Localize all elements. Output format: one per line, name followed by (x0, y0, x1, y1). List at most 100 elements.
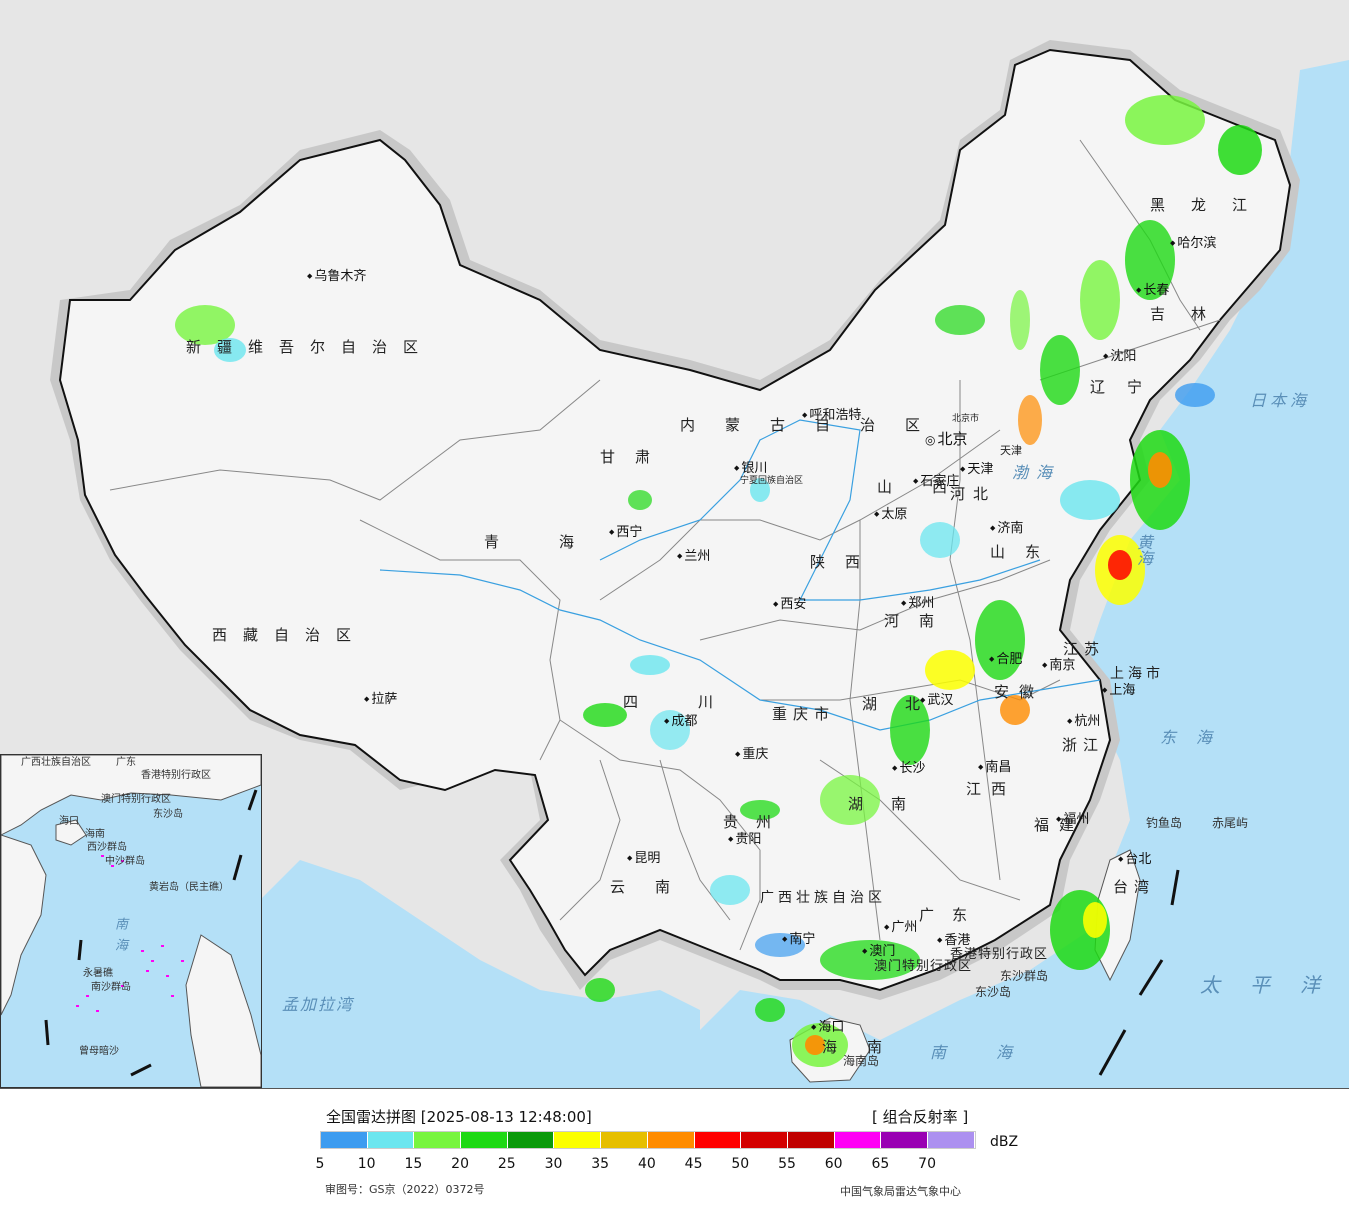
inset-label: 西沙群岛 (87, 842, 127, 853)
map-approval-number: 审图号：GS京（2022）0372号 (325, 1183, 485, 1196)
colorbar-tick-label: 10 (357, 1156, 376, 1172)
inset-label: 中沙群岛 (105, 856, 145, 867)
city-label: 南京 (1042, 659, 1075, 672)
legend-title: 全国雷达拼图 [2025-08-13 12:48:00] (326, 1108, 592, 1126)
province-label: 江西 (966, 780, 1017, 798)
city-label: 银川 (734, 462, 767, 475)
province-label: 天津 (1000, 444, 1022, 457)
province-label: 重庆市 (772, 705, 836, 723)
color-swatch (694, 1132, 742, 1148)
colorbar-tick-label: 15 (404, 1156, 423, 1172)
city-label: 长沙 (892, 762, 925, 775)
inset-label: 海南 (85, 829, 105, 840)
colorbar-tick-label: 50 (731, 1156, 750, 1172)
color-swatch (554, 1132, 602, 1148)
colorbar-tick-label: 20 (451, 1156, 470, 1172)
color-swatch (834, 1132, 882, 1148)
province-label: 山东 (990, 543, 1061, 561)
province-label: 四川 (623, 693, 774, 711)
city-label: 福州 (1056, 813, 1089, 826)
province-label: 湖南 (848, 795, 935, 813)
city-label: 济南 (990, 522, 1023, 535)
province-label: 河北 (950, 485, 997, 503)
province-label: 宁夏回族自治区 (740, 476, 804, 486)
city-label: 杭州 (1067, 715, 1100, 728)
colorbar-tick-label: 35 (591, 1156, 610, 1172)
city-label: 兰州 (677, 550, 710, 563)
province-label: 安徽 (994, 683, 1045, 701)
city-label: 成都 (664, 715, 697, 728)
province-label: 河南 (884, 612, 955, 630)
province-label: 香港特别行政区 (950, 947, 1049, 962)
sea-label: 黄海 (1134, 534, 1153, 566)
color-swatch (461, 1132, 508, 1148)
legend-panel: 全国雷达拼图 [2025-08-13 12:48:00] [ 组合反射率 ] 5… (0, 1089, 1349, 1208)
color-swatch (787, 1132, 835, 1148)
south-china-sea-inset: 广西壮族自治区 广东 香港特别行政区 澳门特别行政区 东沙岛 海南 海口 西沙群… (0, 754, 262, 1088)
province-label: 北京市 (952, 414, 980, 424)
inset-label: 澳门特别行政区 (101, 794, 171, 805)
color-swatch (881, 1132, 928, 1148)
province-label: 台湾 (1113, 878, 1156, 896)
inset-label: 东沙岛 (153, 809, 183, 820)
city-label: 合肥 (989, 653, 1022, 666)
radar-echoes (175, 95, 1262, 1067)
province-label: 黑龙江 (1150, 196, 1274, 214)
city-label: 太原 (874, 508, 907, 521)
inset-label: 黄岩岛（民主礁） (149, 882, 229, 893)
city-label: 广州 (884, 921, 917, 934)
unit-label: dBZ (990, 1134, 1019, 1150)
city-label: 武汉 (920, 694, 953, 707)
city-label: 郑州 (901, 597, 934, 610)
inset-label: 广东 (116, 757, 136, 768)
color-swatch (507, 1132, 555, 1148)
city-label: 天津 (960, 463, 993, 476)
dbz-colorbar (320, 1131, 976, 1149)
colorbar-tick-label: 45 (684, 1156, 703, 1172)
color-swatch (927, 1132, 975, 1148)
city-label: 海口 (811, 1021, 844, 1034)
province-label: 辽宁 (1090, 378, 1165, 396)
province-label: 吉林 (1150, 305, 1233, 323)
colorbar-tick-label: 30 (544, 1156, 563, 1172)
city-label: 哈尔滨 (1170, 237, 1216, 250)
city-label: 南昌 (978, 761, 1011, 774)
china-landmass (58, 48, 1292, 992)
province-label: 上海市 (1110, 666, 1164, 682)
city-label: 南宁 (782, 933, 815, 946)
island-label: 东沙群岛 (1000, 969, 1049, 983)
color-swatch (414, 1132, 462, 1148)
coast-dashes (1098, 869, 1180, 1076)
inset-label: 曾母暗沙 (79, 1046, 119, 1057)
city-label: 香港 (937, 934, 970, 947)
city-label: 沈阳 (1103, 350, 1136, 363)
island-label: 钓鱼岛 (1146, 816, 1183, 830)
producer-credit: 中国气象局雷达气象中心 (840, 1185, 961, 1198)
sea-label: 日本海 (1250, 391, 1311, 410)
province-label: 甘肃 (600, 448, 671, 466)
province-label: 山西 (877, 478, 988, 496)
sea-label: 南海 (930, 1043, 1063, 1062)
city-label: 西宁 (609, 526, 642, 539)
colorbar-tick-label: 60 (824, 1156, 843, 1172)
province-label: 福建 (1034, 816, 1085, 834)
city-label: 昆明 (627, 852, 660, 865)
province-label: 江苏 (1063, 640, 1106, 658)
inset-sea-label: 南海 (112, 917, 127, 959)
inset-map (1, 755, 261, 1087)
province-label: 浙江 (1062, 736, 1105, 754)
colorbar-tick-label: 25 (497, 1156, 516, 1172)
province-label: 贵州 (723, 813, 790, 831)
product-name: [ 组合反射率 ] (872, 1108, 969, 1126)
city-label: 重庆 (735, 748, 768, 761)
inset-label: 海口 (59, 816, 79, 827)
map-panel[interactable]: 乌鲁木齐 拉萨 西宁 兰州 银川 成都 重庆 贵阳 昆明 南宁 呼和浩特 北京 … (0, 0, 1349, 1089)
province-label: 澳门特别行政区 (874, 959, 973, 974)
rivers (379, 419, 1101, 731)
sea-area (260, 860, 700, 1088)
colorbar-tick-label: 5 (315, 1156, 325, 1172)
sea-label: 太平洋 (1200, 973, 1349, 997)
color-swatch (741, 1132, 788, 1148)
province-label: 新疆维吾尔自治区 (186, 338, 435, 356)
province-label: 广西壮族自治区 (760, 890, 886, 906)
